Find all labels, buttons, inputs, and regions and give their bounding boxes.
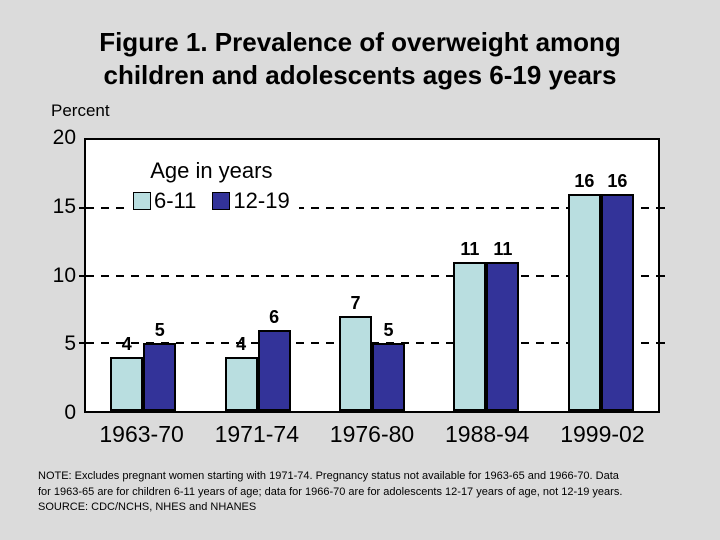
legend-item-12-19: 12-19	[212, 188, 290, 214]
x-axis-label-1971-74: 1971-74	[214, 421, 300, 447]
x-axis-label-1999-02: 1999-02	[560, 421, 645, 447]
bar-slot-12-19-1988-94: 11	[486, 140, 520, 411]
value-label-6-11-1963-70: 4	[121, 333, 132, 354]
bar-6-11-1963-70	[110, 356, 144, 411]
value-label-6-11-1999-02: 16	[574, 171, 595, 192]
x-axis-label-1976-80: 1976-80	[329, 421, 415, 447]
bar-groups: 4 5 4 6 7 5 11 11 16 16	[86, 140, 658, 411]
bar-12-19-1971-74	[257, 329, 291, 411]
dark-blue-swatch-icon	[212, 192, 231, 210]
chart-title: Figure 1. Prevalence of overweight among…	[0, 26, 720, 92]
bar-12-19-1999-02	[600, 194, 634, 411]
bar-slot-6-11-1971-74: 4	[224, 140, 258, 411]
footnote: NOTE: Excludes pregnant women starting w…	[38, 469, 718, 516]
left-tick-5	[79, 342, 84, 345]
bar-group-1999-02: 16 16	[544, 140, 658, 411]
legend: Age in years 6-11 12-19	[124, 158, 299, 215]
bar-12-19-1988-94	[486, 261, 520, 411]
value-label-12-19-1976-80: 5	[383, 320, 394, 341]
legend-label-6-11: 6-11	[154, 188, 197, 213]
value-label-6-11-1988-94: 11	[460, 238, 480, 259]
y-axis: 20 15 10 5 0	[30, 126, 76, 424]
bar-6-11-1988-94	[453, 261, 487, 411]
bar-6-11-1999-02	[567, 194, 601, 411]
bar-slot-12-19-1976-80: 5	[372, 140, 406, 411]
footnote-line-2: for 1963-65 are for children 6-11 years …	[38, 485, 623, 498]
bar-slot-12-19-1963-70: 5	[143, 140, 177, 411]
value-label-12-19-1971-74: 6	[269, 306, 280, 327]
x-axis-label-1963-70: 1963-70	[99, 421, 184, 447]
value-label-12-19-1999-02: 16	[607, 171, 628, 192]
bar-slot-6-11-1999-02: 16	[567, 140, 601, 411]
y-tick-15: 15	[52, 194, 76, 218]
right-tick-10	[660, 274, 665, 277]
x-axis-labels: 1963-70 1971-74 1976-80 1988-94 1999-02	[84, 421, 660, 448]
x-axis-label-1988-94: 1988-94	[445, 421, 530, 447]
bar-12-19-1963-70	[143, 343, 177, 411]
plot-area: 4 5 4 6 7 5 11 11 16 16 Age in years 6-11 12-19	[79, 138, 665, 413]
value-label-6-11-1971-74: 4	[236, 333, 247, 354]
light-blue-swatch-icon	[133, 192, 151, 210]
value-label-6-11-1976-80: 7	[350, 293, 361, 314]
value-label-12-19-1988-94: 11	[493, 238, 513, 259]
chart-title-line-2: children and adolescents ages 6-19 years	[103, 60, 617, 90]
gridline-10	[86, 274, 658, 277]
y-tick-5: 5	[64, 332, 76, 356]
bar-group-1988-94: 11 11	[429, 140, 543, 411]
bar-6-11-1976-80	[339, 316, 373, 411]
y-tick-10: 10	[52, 263, 76, 287]
y-tick-20: 20	[52, 126, 76, 149]
value-label-12-19-1963-70: 5	[154, 320, 165, 341]
legend-title: Age in years	[150, 158, 273, 183]
legend-item-6-11: 6-11	[133, 188, 196, 214]
right-tick-5	[660, 342, 665, 345]
footnote-line-3: SOURCE: CDC/NCHS, NHES and NHANES	[38, 501, 257, 513]
chart-title-line-1: Figure 1. Prevalence of overweight among	[99, 27, 621, 57]
footnote-line-1: NOTE: Excludes pregnant women starting w…	[38, 470, 619, 482]
right-tick-15	[660, 206, 665, 209]
bar-6-11-1971-74	[224, 356, 258, 411]
left-tick-15	[79, 206, 84, 209]
gridline-15	[86, 206, 658, 209]
legend-row: 6-11 12-19	[124, 187, 299, 215]
bar-slot-6-11-1976-80: 7	[339, 140, 373, 411]
legend-label-12-19: 12-19	[233, 188, 290, 213]
bar-slot-6-11-1988-94: 11	[453, 140, 487, 411]
y-tick-0: 0	[64, 401, 76, 424]
left-tick-10	[79, 274, 84, 277]
y-axis-unit-label: Percent	[51, 101, 110, 120]
bar-slot-12-19-1999-02: 16	[600, 140, 634, 411]
bar-12-19-1976-80	[372, 343, 406, 411]
bar-slot-12-19-1971-74: 6	[257, 140, 291, 411]
bar-slot-6-11-1963-70: 4	[110, 140, 144, 411]
